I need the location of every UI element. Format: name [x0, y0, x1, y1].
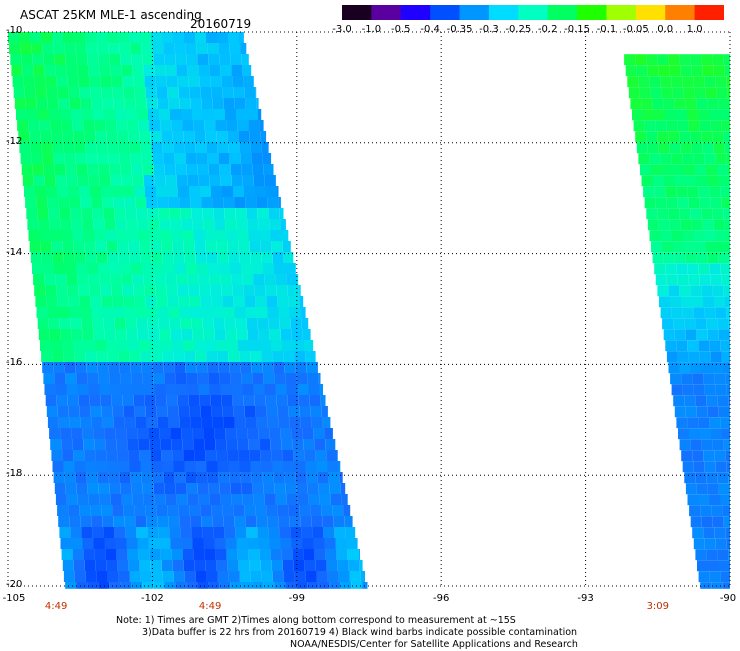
east-swath — [624, 54, 730, 589]
x-axis-label: -105 — [3, 593, 26, 604]
x-axis-label: -90 — [720, 593, 736, 604]
x-axis-label: -93 — [577, 593, 593, 604]
y-axis-label: -14 — [6, 247, 22, 258]
time-label: 4:49 — [45, 601, 67, 612]
note-line-1: Note: 1) Times are GMT 2)Times along bot… — [116, 615, 516, 627]
y-axis-label: -20 — [6, 579, 22, 590]
time-label: 4:49 — [199, 601, 221, 612]
note-line-2: 3)Data buffer is 22 hrs from 20160719 4)… — [142, 627, 577, 639]
x-axis-label: -99 — [289, 593, 305, 604]
note-line-3: NOAA/NESDIS/Center for Satellite Applica… — [290, 639, 578, 651]
y-axis-label: -18 — [6, 468, 22, 479]
y-axis-label: -12 — [6, 136, 22, 147]
y-axis-label: -10 — [6, 25, 22, 36]
x-axis-label: -96 — [433, 593, 449, 604]
time-label: 3:09 — [647, 601, 669, 612]
x-axis-label: -102 — [141, 593, 164, 604]
y-axis-label: -16 — [6, 357, 22, 368]
west-swath — [8, 32, 368, 589]
